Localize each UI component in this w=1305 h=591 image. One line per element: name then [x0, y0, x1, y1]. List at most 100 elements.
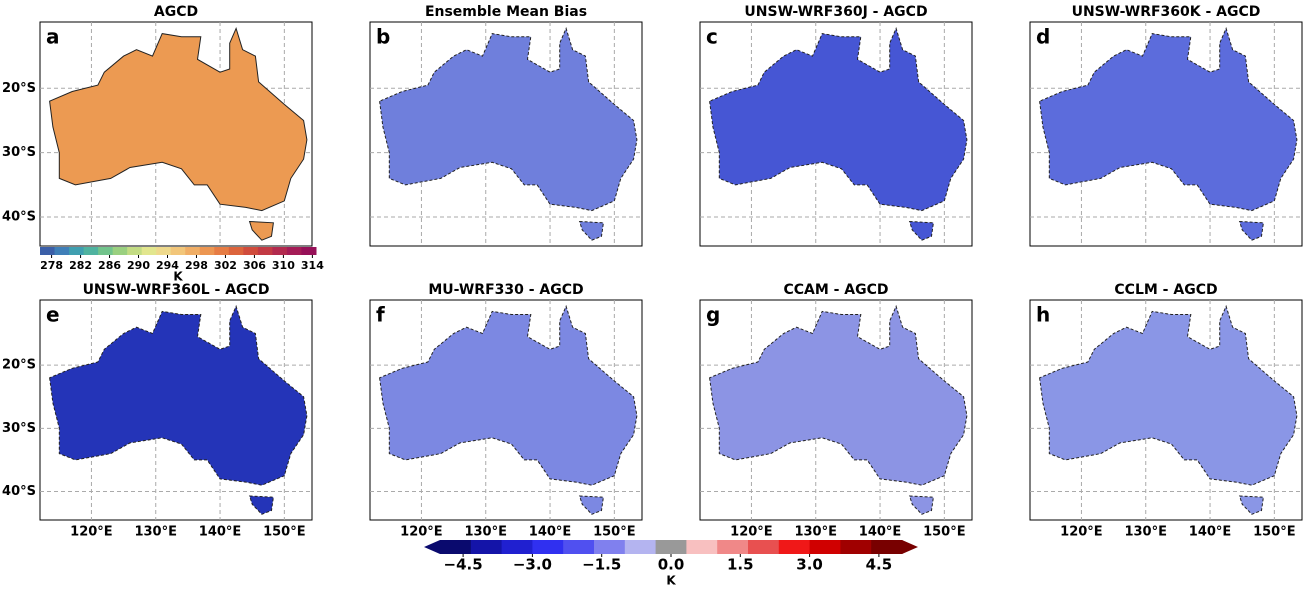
australia	[709, 26, 968, 212]
tasmania	[1238, 220, 1264, 241]
panel-letter: b	[376, 25, 390, 49]
colorbar-bin	[624, 540, 657, 554]
colorbar-tick-label: 290	[127, 259, 150, 272]
lon-tick-label: 130°E	[134, 525, 177, 540]
lat-tick-label: 20°S	[2, 81, 36, 96]
panel-title: MU-WRF330 - AGCD	[428, 282, 583, 298]
panel-title: Ensemble Mean Bias	[425, 4, 587, 20]
colorbar-bin	[141, 247, 157, 255]
colorbar-bin	[272, 247, 288, 255]
colorbar-bin	[286, 247, 302, 255]
colorbar-bin	[809, 540, 841, 554]
colorbar-bin	[185, 247, 201, 255]
map-panel: CCLM - AGCD 120°E 130°E 140°E 150°E h	[1029, 282, 1303, 540]
panel-title: CCAM - AGCD	[783, 282, 888, 298]
colorbar-bin	[440, 540, 472, 554]
map-panel: UNSW-WRF360J - AGCD c	[699, 4, 973, 247]
lon-tick-label: 130°E	[464, 525, 507, 540]
colorbar-bin	[170, 247, 186, 255]
lat-tick-label: 30°S	[2, 145, 36, 160]
australia	[379, 26, 638, 212]
colorbar-tick-label: 306	[243, 259, 266, 272]
australia	[49, 26, 308, 212]
panel-title: UNSW-WRF360L - AGCD	[83, 282, 270, 298]
colorbar-bin	[112, 247, 128, 255]
panel-letter: c	[706, 25, 718, 49]
colorbar-tick-label: 302	[214, 259, 237, 272]
colorbar-tick-label: 294	[156, 259, 179, 272]
panel-title: UNSW-WRF360J - AGCD	[744, 4, 927, 20]
map-panel: AGCD 20°S 30°S 40°S a	[2, 4, 313, 247]
colorbar-bin	[228, 247, 244, 255]
australia	[1039, 26, 1298, 212]
lat-tick-label: 40°S	[2, 210, 36, 225]
lon-tick-label: 150°E	[593, 525, 636, 540]
colorbar-bin	[594, 540, 626, 554]
colorbar-bin	[686, 540, 718, 554]
colorbar-unit: K	[666, 574, 676, 588]
colorbar-unit: K	[173, 270, 183, 284]
lon-tick-label: 140°E	[199, 525, 242, 540]
tasmania	[578, 220, 604, 241]
colorbar-bin	[199, 247, 215, 255]
lon-tick-label: 120°E	[1060, 525, 1103, 540]
colorbar-bin	[54, 247, 70, 255]
colorbar-tick-label: 310	[272, 259, 295, 272]
panel-letter: f	[376, 303, 385, 327]
colorbar-bin	[840, 540, 872, 554]
australia	[379, 304, 638, 486]
panel-letter: e	[46, 303, 60, 327]
lon-tick-label: 150°E	[923, 525, 966, 540]
colorbar-bin	[69, 247, 85, 255]
tasmania	[248, 220, 274, 241]
colorbar-tick-label: −1.5	[582, 556, 621, 574]
lon-tick-label: 140°E	[859, 525, 902, 540]
lat-tick-label: 40°S	[2, 484, 36, 499]
colorbar-bin	[257, 247, 273, 255]
map-panel: MU-WRF330 - AGCD 120°E 130°E 140°E 150°E f	[369, 282, 643, 540]
colorbar-bin	[501, 540, 533, 554]
panel-letter: d	[1036, 25, 1050, 49]
colorbar-tick-label: −4.5	[444, 556, 483, 574]
lon-tick-label: 150°E	[263, 525, 306, 540]
colorbar-tick-label: 298	[185, 259, 208, 272]
panel-letter: g	[706, 303, 720, 327]
lat-tick-label: 20°S	[2, 358, 36, 373]
lon-tick-label: 120°E	[70, 525, 113, 540]
panel-title: CCLM - AGCD	[1114, 282, 1217, 298]
tasmania	[1238, 495, 1264, 515]
lat-tick-label: 30°S	[2, 421, 36, 436]
tasmania	[578, 495, 604, 515]
lon-tick-label: 130°E	[1124, 525, 1167, 540]
colorbar-bin	[156, 247, 172, 255]
tasmania	[248, 495, 274, 515]
colorbar-bin	[717, 540, 749, 554]
lon-tick-label: 150°E	[1253, 525, 1296, 540]
map-panel: Ensemble Mean Bias b	[369, 4, 643, 247]
colorbar-bin	[83, 247, 99, 255]
map-panel: CCAM - AGCD 120°E 130°E 140°E 150°E g	[699, 282, 973, 540]
colorbar-bin	[470, 540, 503, 554]
colorbar-bin	[655, 540, 687, 554]
australia	[49, 304, 308, 486]
colorbar-bin	[532, 540, 564, 554]
lon-tick-label: 120°E	[400, 525, 443, 540]
colorbar-bin	[871, 540, 903, 554]
colorbar-tick-label: 0.0	[658, 556, 685, 574]
lon-tick-label: 130°E	[794, 525, 837, 540]
map-panel: UNSW-WRF360L - AGCD 20°S 30°S 40°S 120°E 130°…	[2, 282, 313, 540]
colorbar-bin	[243, 247, 259, 255]
colorbar-bin	[98, 247, 114, 255]
lon-tick-label: 140°E	[529, 525, 572, 540]
colorbar-bin	[214, 247, 230, 255]
colorbar-bin	[127, 247, 143, 255]
colorbar-tick-label: 314	[301, 259, 324, 272]
colorbar-tick-label: 282	[69, 259, 92, 272]
colorbar-bin	[301, 247, 317, 255]
map-panel: UNSW-WRF360K - AGCD d	[1029, 4, 1303, 247]
colorbar-tick-label: 1.5	[727, 556, 754, 574]
colorbar-bin	[40, 247, 56, 255]
australia	[709, 304, 968, 486]
colorbar-tick-label: 3.0	[796, 556, 823, 574]
